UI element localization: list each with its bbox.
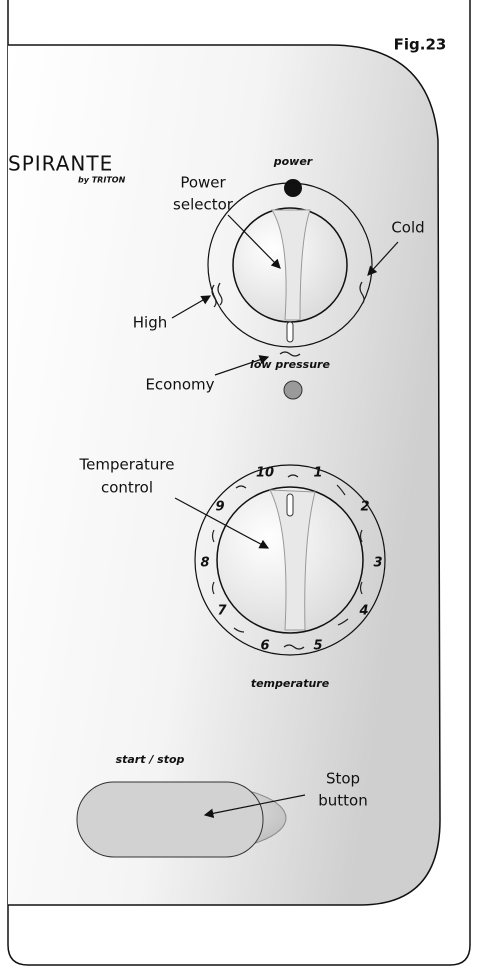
cold-mark bbox=[359, 281, 365, 305]
arrow bbox=[171, 295, 212, 319]
economy-mark bbox=[279, 351, 301, 357]
temp-knob-grip bbox=[269, 489, 316, 631]
dial-number: 1 bbox=[313, 466, 322, 481]
temperature-label: temperature bbox=[251, 677, 330, 690]
high-mark bbox=[211, 282, 223, 308]
power-indicator bbox=[286, 321, 294, 343]
callout: Cold bbox=[391, 219, 424, 237]
callout: Stop bbox=[326, 770, 360, 788]
dial-number: 6 bbox=[260, 639, 269, 654]
dial-waves bbox=[211, 474, 363, 650]
low-pressure-label: low pressure bbox=[250, 358, 330, 371]
brand-name: SPIRANTE bbox=[8, 152, 113, 176]
stop-button[interactable] bbox=[76, 781, 264, 858]
power-light bbox=[284, 179, 302, 197]
callout: Power bbox=[180, 174, 226, 192]
callout: Economy bbox=[145, 376, 214, 394]
dial-number: 3 bbox=[373, 556, 382, 571]
dial-number: 4 bbox=[358, 604, 368, 619]
dial-number: 2 bbox=[360, 500, 369, 515]
callout: Temperature bbox=[78, 456, 174, 474]
dial-number: 5 bbox=[313, 639, 322, 654]
callout: button bbox=[318, 792, 367, 810]
callout: control bbox=[101, 479, 153, 497]
dial-number: 10 bbox=[256, 466, 274, 481]
dial-number: 8 bbox=[200, 556, 209, 571]
low-pressure-light bbox=[283, 380, 303, 400]
power-knob-grip bbox=[271, 209, 311, 321]
arrow bbox=[214, 355, 270, 376]
arrow bbox=[227, 214, 281, 269]
temp-dial-ring bbox=[194, 464, 386, 656]
brand-maker: by TRITON bbox=[78, 176, 126, 185]
callout: High bbox=[133, 314, 167, 332]
dial-number: 7 bbox=[217, 604, 227, 619]
callout: selector bbox=[173, 196, 234, 214]
arrow bbox=[203, 794, 306, 819]
frame bbox=[7, 0, 471, 966]
figure-label: Fig.23 bbox=[394, 36, 447, 54]
temp-indicator bbox=[286, 493, 294, 517]
power-dial-ring bbox=[207, 182, 373, 348]
arrow bbox=[367, 241, 399, 276]
arrow bbox=[174, 497, 270, 549]
start-stop-label: start / stop bbox=[116, 753, 185, 766]
dial-number: 9 bbox=[215, 500, 224, 515]
power-label: power bbox=[273, 155, 313, 168]
